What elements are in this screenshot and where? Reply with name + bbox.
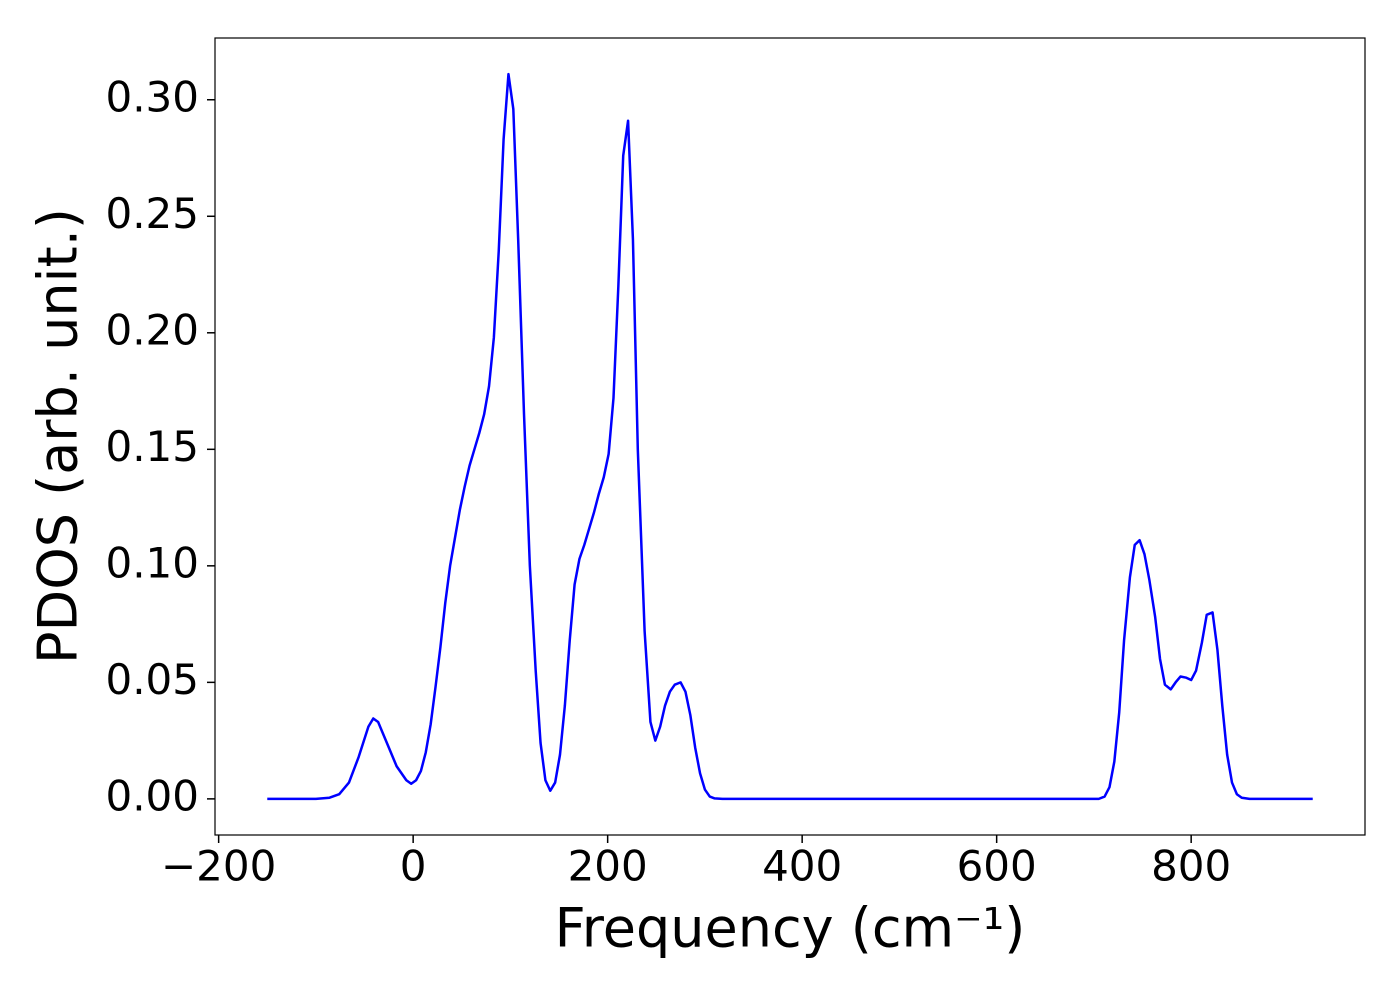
y-tick-label: 0.00 [105,771,199,820]
pdos-line [267,72,1313,801]
y-tick-label: 0.15 [105,422,199,471]
y-tick-label: 0.20 [105,305,199,354]
x-tick-label: 0 [400,842,427,891]
x-tick-label: 200 [568,842,648,891]
x-tick-label: 800 [1151,842,1231,891]
x-tick-label: −200 [161,842,276,891]
y-tick-label: 0.05 [105,655,199,704]
y-tick-label: 0.25 [105,189,199,238]
y-axis-label: PDOS (arb. unit.) [27,208,90,664]
x-tick-label: 400 [762,842,842,891]
y-tick-label: 0.30 [105,72,199,121]
plot-frame [214,37,1366,836]
x-tick-label: 600 [957,842,1037,891]
x-axis-label: Frequency (cm⁻¹) [555,897,1026,960]
y-tick-label: 0.10 [105,538,199,587]
